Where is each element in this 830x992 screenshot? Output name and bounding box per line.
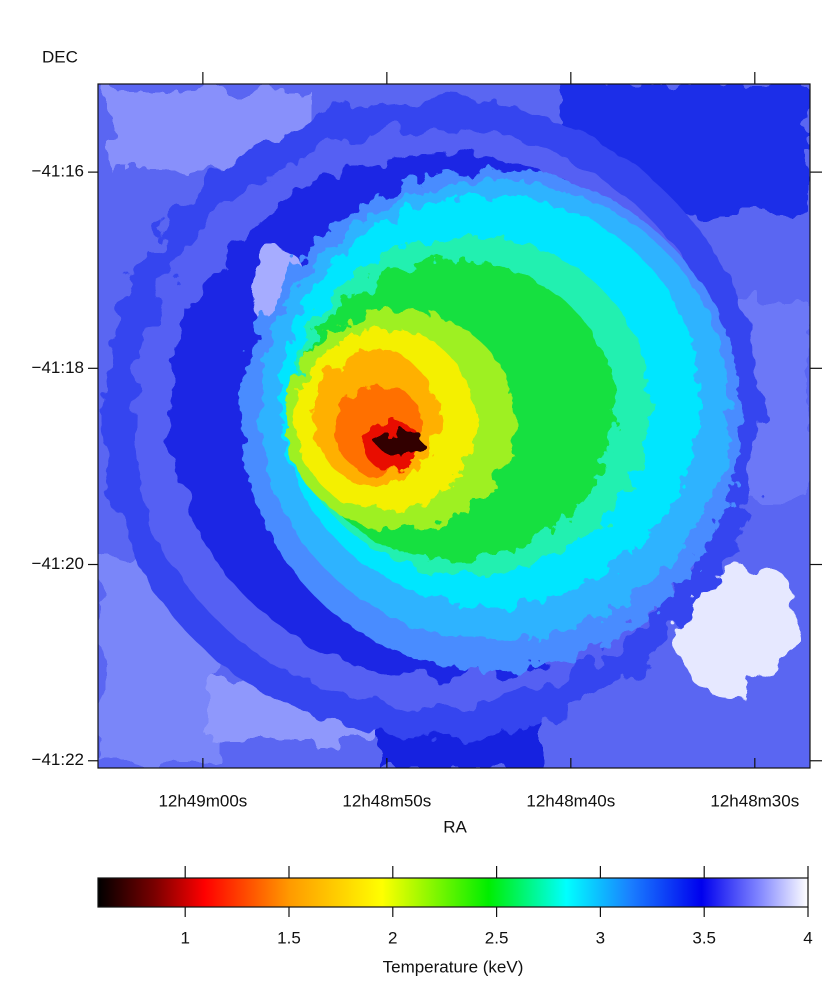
colorbar-tick-label: 2 [388,928,397,947]
x-tick-label: 12h48m30s [710,791,799,810]
colorbar-tick-label: 1 [180,928,189,947]
y-tick-label: −41:22 [32,750,84,769]
x-axis-label: RA [443,817,467,836]
colorbar-tick-label: 2.5 [485,928,509,947]
colorbar-tick-label: 3.5 [692,928,716,947]
x-tick-label: 12h48m40s [526,791,615,810]
y-tick-label: −41:16 [32,162,84,181]
colorbar-label: Temperature (keV) [383,957,524,976]
colorbar-tick-label: 1.5 [277,928,301,947]
x-tick-label: 12h49m00s [158,791,247,810]
colorbar-tick-label: 4 [803,928,812,947]
y-tick-label: −41:20 [32,554,84,573]
colorbar-tick-label: 3 [596,928,605,947]
y-tick-label: −41:18 [32,358,84,377]
x-tick-label: 12h48m50s [342,791,431,810]
colorbar [97,877,809,908]
plot-frame [97,83,811,769]
temperature-map [98,84,810,768]
y-axis-label: DEC [42,47,78,66]
